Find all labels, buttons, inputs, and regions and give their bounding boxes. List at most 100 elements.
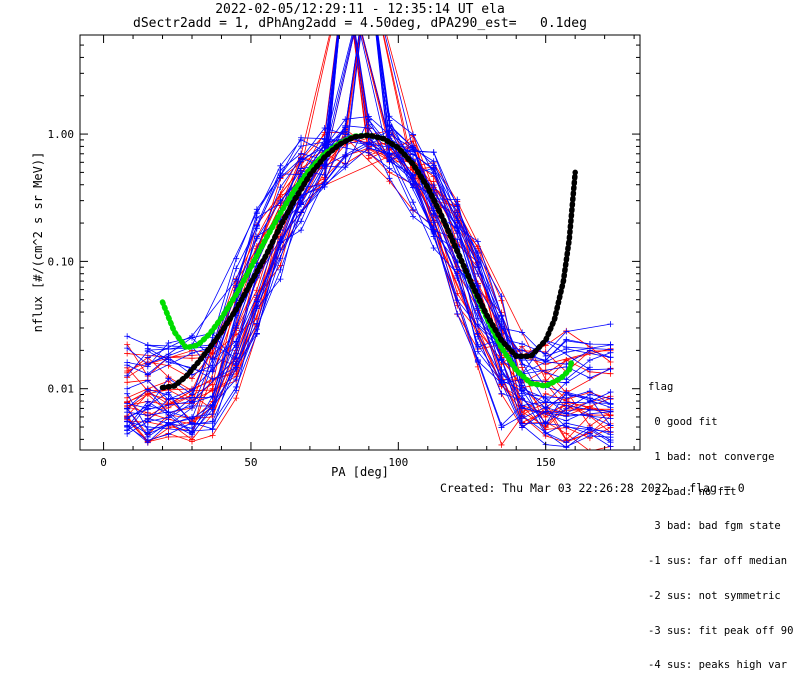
trace-marker	[586, 395, 593, 402]
trace-marker	[410, 181, 417, 188]
trace-marker	[563, 443, 570, 450]
fit-curve	[159, 132, 578, 391]
trace-marker	[498, 293, 505, 300]
trace-marker	[386, 127, 393, 134]
trace-marker	[365, 149, 372, 156]
trace-marker	[298, 209, 305, 216]
trace-marker	[253, 210, 260, 217]
trace-marker	[233, 383, 240, 390]
trace-marker	[233, 324, 240, 331]
trace-marker	[233, 338, 240, 345]
trace-marker	[563, 402, 570, 409]
trace-marker	[298, 227, 305, 234]
trace-marker	[189, 386, 195, 393]
trace-marker	[589, 448, 591, 450]
y-tick-label: 0.01	[48, 383, 75, 396]
x-tick-label: 150	[536, 456, 556, 469]
trace-marker	[209, 426, 216, 433]
y-tick-label: 1.00	[48, 128, 75, 141]
trace-marker	[498, 379, 505, 386]
trace-marker	[189, 404, 195, 411]
trace-marker	[519, 402, 526, 409]
trace-marker	[454, 217, 461, 224]
trace-marker	[454, 272, 461, 279]
y-tick-label: 0.10	[48, 255, 75, 268]
trace-marker	[410, 131, 417, 138]
trace-marker	[586, 388, 593, 395]
trace-marker	[607, 354, 614, 361]
legend-item: -1 sus: far off median	[648, 555, 788, 568]
trace-marker	[342, 124, 349, 131]
trace-marker	[233, 364, 240, 371]
trace-marker	[498, 390, 505, 397]
trace-marker	[542, 358, 549, 365]
trace-marker	[410, 213, 417, 220]
trace-marker	[233, 265, 240, 272]
trace-marker	[124, 345, 131, 352]
legend-item: -3 sus: fit peak off 90	[648, 624, 794, 637]
trace-marker	[586, 374, 593, 381]
trace-marker	[144, 377, 151, 384]
trace-marker	[165, 411, 172, 418]
trace-marker	[124, 372, 131, 379]
trace-marker	[454, 209, 461, 216]
trace-marker	[542, 353, 549, 360]
trace-marker	[386, 165, 393, 172]
trace-marker	[542, 430, 549, 437]
trace-marker	[165, 351, 172, 358]
trace-marker	[365, 116, 372, 123]
trace-marker	[298, 218, 305, 225]
trace-marker	[519, 422, 526, 429]
trace-marker	[124, 405, 131, 412]
trace-marker	[586, 412, 593, 419]
trace-marker	[124, 333, 131, 340]
trace-marker	[454, 236, 461, 243]
trace-marker	[474, 356, 481, 363]
fit-curves	[159, 132, 578, 391]
x-tick-label: 50	[244, 456, 257, 469]
trace-marker	[474, 341, 481, 348]
trace-marker	[586, 425, 593, 432]
x-tick-label: 100	[388, 456, 408, 469]
trace-marker	[474, 283, 481, 290]
trace-marker	[298, 136, 305, 143]
trace-marker	[165, 402, 172, 409]
chart-canvas: 0 50 100 150 0.01 0.10 1.00 PA [deg] nflux [#/…	[31, 34, 641, 479]
trace-marker	[209, 381, 216, 388]
trace-marker	[563, 410, 570, 417]
trace-line	[147, 35, 590, 361]
trace-marker	[607, 434, 614, 441]
chart-subtitle: dSectr2add = 1, dPhAng2add = 4.50deg, dP…	[133, 16, 587, 31]
trace-marker	[342, 116, 349, 123]
trace-marker	[519, 340, 526, 347]
trace-marker	[430, 217, 437, 224]
trace-marker	[542, 420, 549, 427]
trace-marker	[519, 329, 526, 336]
trace-marker	[321, 125, 328, 132]
trace-marker	[586, 406, 593, 413]
trace-marker	[607, 389, 614, 396]
trace-marker	[165, 431, 172, 438]
trace-marker	[563, 336, 570, 343]
trace-marker	[144, 423, 151, 430]
legend-item: -4 sus: peaks high var	[648, 659, 788, 672]
trace-marker	[165, 396, 172, 403]
trace-marker	[124, 422, 131, 429]
trace-marker	[124, 350, 131, 357]
trace-marker	[498, 313, 505, 320]
trace-marker	[563, 420, 570, 427]
trace-marker	[586, 366, 593, 373]
trace-line	[127, 35, 611, 447]
trace-marker	[209, 432, 216, 439]
trace-marker	[298, 155, 305, 162]
trace-marker	[474, 270, 481, 277]
trace-marker	[144, 354, 151, 361]
trace-marker	[498, 441, 505, 448]
trace-marker	[498, 422, 505, 429]
trace-marker	[277, 197, 284, 204]
axes: 0 50 100 150 0.01 0.10 1.00	[48, 34, 640, 469]
trace-marker	[563, 379, 570, 386]
trace-marker	[124, 400, 131, 407]
trace-marker	[430, 182, 437, 189]
trace-marker	[321, 140, 328, 147]
